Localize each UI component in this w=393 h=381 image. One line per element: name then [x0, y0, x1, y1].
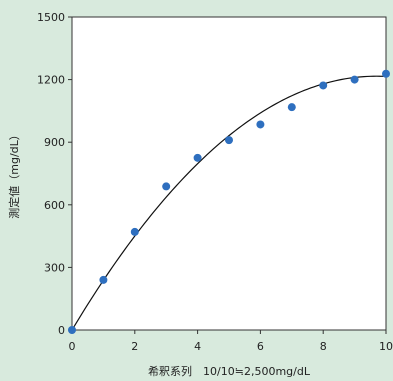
x-tick-label: 10 — [379, 340, 393, 353]
y-tick-label: 300 — [44, 261, 65, 274]
x-axis-title: 希釈系列 10/10≒2,500mg/dL — [148, 364, 311, 378]
y-axis-title: 測定値（mg/dL） — [7, 129, 21, 219]
data-point — [319, 81, 328, 90]
y-tick-label: 0 — [58, 324, 65, 337]
data-point — [382, 69, 390, 78]
x-tick-label: 4 — [194, 340, 201, 353]
data-point — [99, 275, 108, 284]
data-point — [68, 326, 76, 334]
y-tick-label: 600 — [44, 199, 65, 212]
x-tick-label: 6 — [257, 340, 264, 353]
data-point — [130, 227, 139, 236]
x-tick-label: 0 — [69, 340, 76, 353]
data-point — [225, 136, 233, 145]
y-tick-label: 1200 — [37, 74, 65, 87]
x-axis-ticks: 0 2 4 6 8 10 — [69, 330, 393, 353]
data-point — [193, 153, 202, 162]
x-tick-label: 8 — [320, 340, 327, 353]
y-tick-label: 1500 — [37, 11, 65, 24]
trendline — [71, 75, 387, 331]
data-points — [68, 69, 390, 334]
y-tick-label: 900 — [44, 136, 65, 149]
x-tick-label: 2 — [131, 340, 138, 353]
data-point — [256, 120, 265, 129]
data-point — [162, 182, 171, 191]
data-point — [287, 103, 296, 112]
plot-area — [71, 16, 387, 331]
data-point — [350, 75, 359, 84]
y-axis-ticks: 0 300 600 900 1200 1500 — [37, 11, 72, 337]
